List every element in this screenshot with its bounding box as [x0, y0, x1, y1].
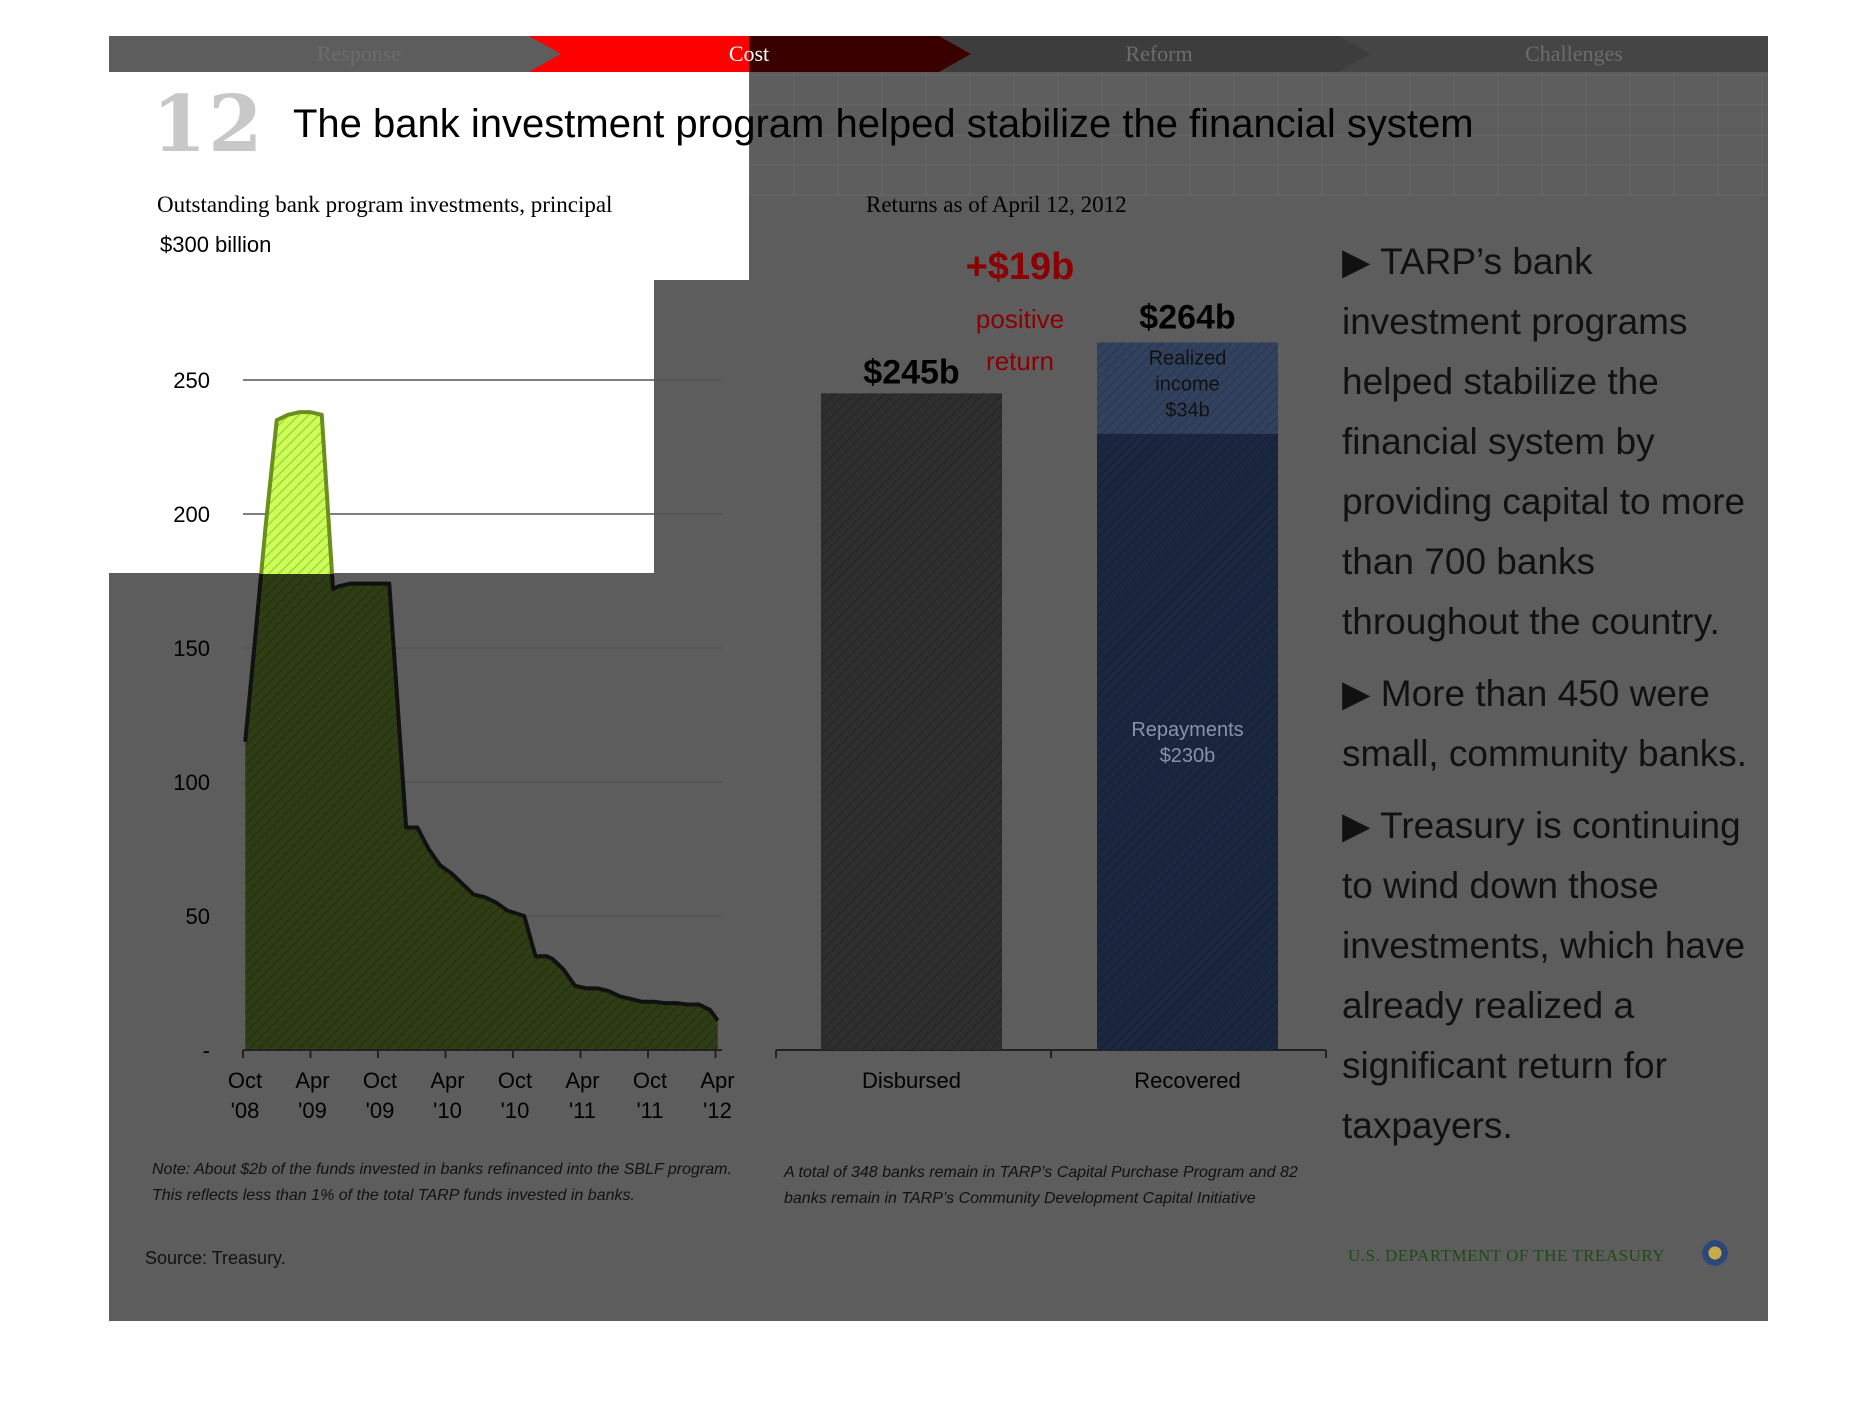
gain-sub-positive: positive — [975, 304, 1065, 334]
section-nav: Response Cost Reform Challenges — [109, 36, 1768, 72]
bullet-item: ▶ More than 450 were small, community ba… — [1342, 664, 1762, 784]
overlay-top — [109, 72, 749, 280]
slide-number: 12 — [152, 79, 265, 170]
nav-segment-reform — [939, 36, 1371, 72]
left-chart-title: Outstanding bank program investments, pr… — [157, 192, 613, 217]
left-chart-unit: $300 billion — [160, 232, 272, 257]
source-note: Source: Treasury. — [145, 1248, 286, 1268]
bullet-list: ▶ TARP’s bank investment programs helped… — [1342, 232, 1762, 1168]
bullet-text: TARP’s bank investment programs helped s… — [1342, 241, 1746, 642]
triangle-bullet-icon: ▶ — [1342, 805, 1371, 846]
tab-challenges[interactable]: Challenges — [1525, 41, 1623, 66]
tab-response[interactable]: Response — [316, 41, 402, 66]
gain-sub-return: return — [986, 346, 1054, 376]
bullet-text: Treasury is continuing to wind down thos… — [1342, 805, 1746, 1146]
triangle-bullet-icon: ▶ — [1342, 673, 1371, 714]
treasury-seal-icon — [1702, 1240, 1728, 1266]
page-top-margin — [0, 0, 1866, 36]
nav-ribbon — [109, 36, 1768, 72]
nav-segment-challenges — [1339, 36, 1768, 72]
page-title: The bank investment program helped stabi… — [293, 102, 1474, 146]
overlay-chart-top — [109, 280, 654, 573]
bullet-text: More than 450 were small, community bank… — [1342, 673, 1748, 774]
nav-segment-response — [109, 36, 561, 72]
triangle-bullet-icon: ▶ — [1342, 241, 1371, 282]
right-chart-title: Returns as of April 12, 2012 — [866, 192, 1127, 217]
department-name: U.S. DEPARTMENT OF THE TREASURY — [1348, 1246, 1666, 1265]
slide: Response Cost Reform Challenges — [109, 36, 1768, 1321]
left-chart-note: Note: About $2b of the funds invested in… — [152, 1161, 732, 1204]
tab-reform[interactable]: Reform — [1125, 41, 1193, 66]
gain-label: +$19b — [965, 246, 1075, 288]
tab-cost[interactable]: Cost — [728, 41, 770, 66]
bullet-item: ▶ TARP’s bank investment programs helped… — [1342, 232, 1762, 652]
nav-segment-cost-shaded — [749, 36, 971, 72]
right-chart-note: A total of 348 banks remain in TARP’s Ca… — [784, 1164, 1298, 1207]
bullet-item: ▶ Treasury is continuing to wind down th… — [1342, 796, 1762, 1156]
